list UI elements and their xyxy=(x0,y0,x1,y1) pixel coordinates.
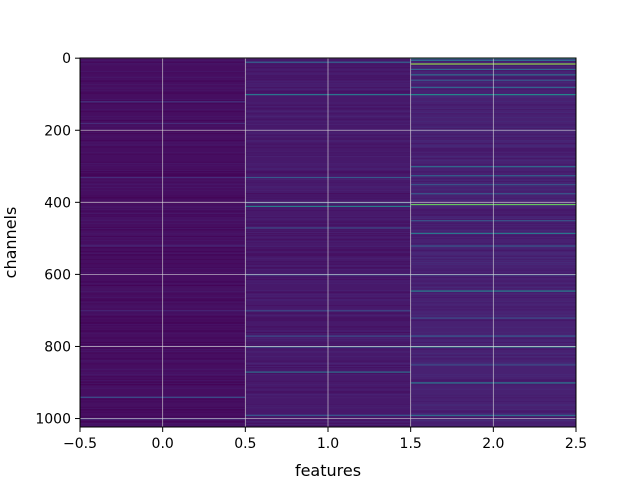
y-tick-label: 200 xyxy=(44,123,71,139)
y-tick-label: 800 xyxy=(44,339,71,355)
x-tick-label: −0.5 xyxy=(63,436,97,452)
y-axis: 0 200 400 600 800 1000 xyxy=(35,51,80,428)
x-axis: −0.5 0.0 0.5 1.0 1.5 2.0 2.5 xyxy=(63,427,587,452)
x-tick-label: 0.0 xyxy=(152,436,174,452)
y-tick-label: 0 xyxy=(62,51,71,67)
y-tick-label: 600 xyxy=(44,267,71,283)
x-axis-label: features xyxy=(295,461,361,480)
x-tick-label: 1.0 xyxy=(317,436,339,452)
y-tick-label: 1000 xyxy=(35,412,71,428)
y-axis-label: channels xyxy=(1,207,20,279)
x-tick-label: 2.5 xyxy=(565,436,587,452)
x-tick-label: 0.5 xyxy=(234,436,256,452)
x-tick-label: 2.0 xyxy=(482,436,504,452)
x-tick-label: 1.5 xyxy=(400,436,422,452)
y-tick-label: 400 xyxy=(44,195,71,211)
